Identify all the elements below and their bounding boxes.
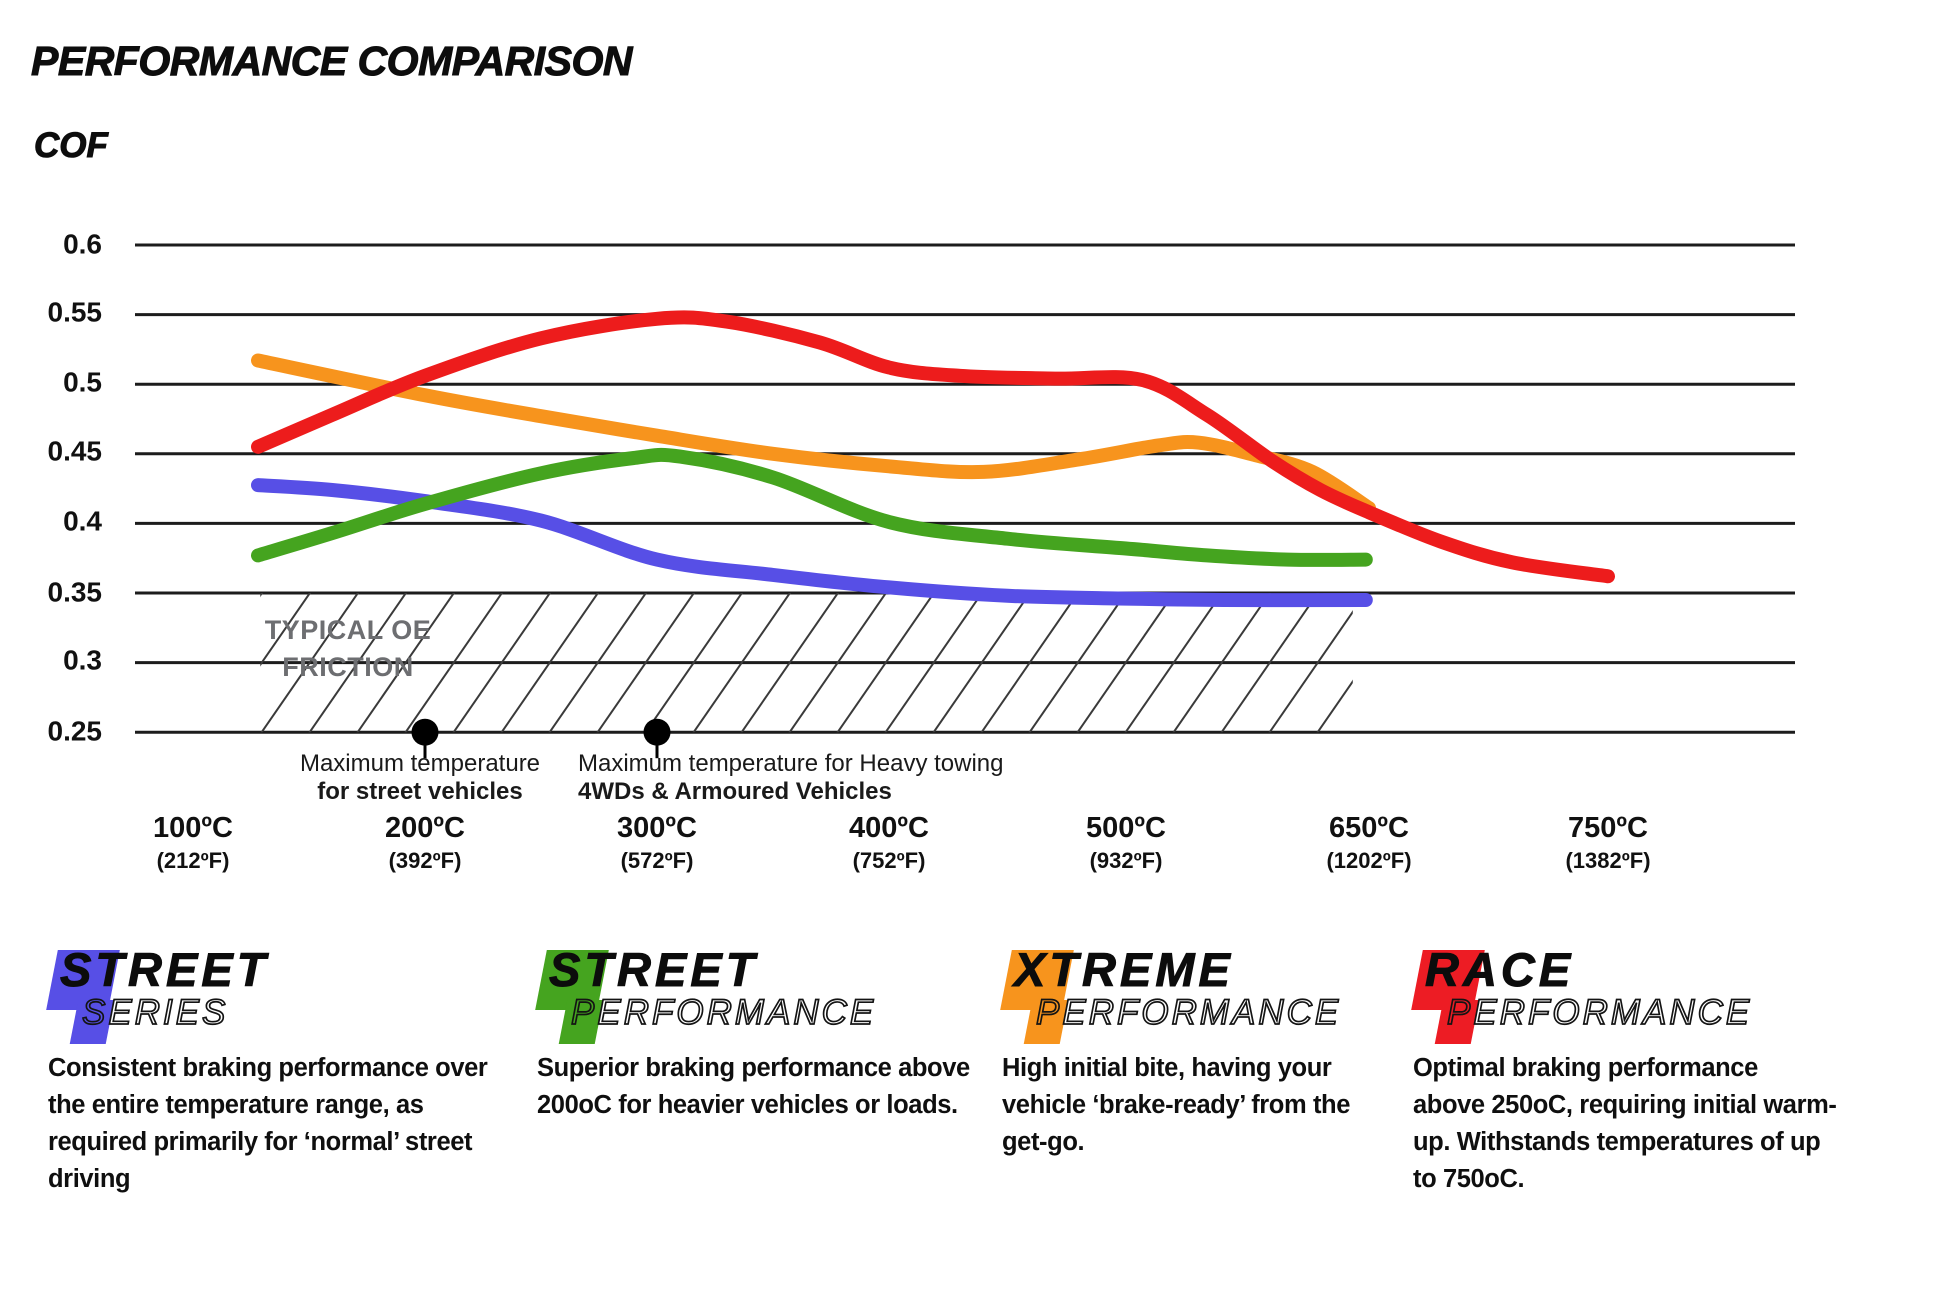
annotation-line: 4WDs & Armoured Vehicles [578,778,892,805]
page-title: PERFORMANCE COMPARISON [31,38,633,85]
x-tick-fahrenheit: (392ºF) [388,848,462,873]
annotation-line: for street vehicles [317,778,523,805]
legend-card-street-series: STREET SERIES Consistent braking perform… [46,943,518,1226]
legend-card-street-performance: STREET PERFORMANCE Superior braking perf… [535,943,1007,1226]
x-tick-fahrenheit: (932ºF) [1089,848,1163,873]
legend-title: STREET [59,943,270,997]
legend-description: High initial bite, having your vehicle ‘… [1002,1054,1350,1156]
legend-title: STREET [548,943,759,997]
x-tick-100c: 100ºC (212ºF) [153,812,233,874]
x-tick-750c: 750ºC (1382ºF) [1565,812,1650,874]
legend-subtitle: SERIES [81,992,229,1033]
y-axis-label: COF [34,126,109,166]
series-line-race-performance [251,310,1615,584]
x-tick-200c: 200ºC (392ºF) [385,812,465,874]
x-tick-300c: 300ºC (572ºF) [617,812,697,874]
y-tick-label: 0.5 [63,366,102,398]
legend-subtitle: PERFORMANCE [1035,992,1342,1033]
x-tick-celsius: 100ºC [153,812,233,844]
legend-description: Optimal braking performance above 250oC,… [1413,1054,1837,1193]
annotation-heavy-towing-max-temp: Maximum temperature for Heavy towing 4WD… [578,750,1003,806]
y-tick-label: 0.35 [47,576,103,608]
x-tick-celsius: 650ºC [1329,812,1409,844]
legend-card-xtreme-performance: XTREME PERFORMANCE High initial bite, ha… [1000,943,1472,1226]
legend-title: RACE [1424,943,1575,997]
legend-title: XTREME [1014,943,1234,997]
x-tick-fahrenheit: (752ºF) [852,848,926,873]
x-tick-celsius: 750ºC [1568,812,1648,844]
x-tick-celsius: 300ºC [617,812,697,844]
x-tick-celsius: 400ºC [849,812,929,844]
y-tick-label: 0.3 [63,644,102,676]
y-tick-label: 0.25 [47,715,103,747]
x-tick-fahrenheit: (1382ºF) [1565,848,1651,873]
x-tick-400c: 400ºC (752ºF) [849,812,929,874]
x-tick-fahrenheit: (212ºF) [156,848,230,873]
series-line-street-performance [251,447,1373,567]
y-tick-label: 0.55 [47,296,103,328]
x-tick-500c: 500ºC (932ºF) [1086,812,1166,874]
annotation-street-max-temp: Maximum temperature for street vehicles [300,750,540,806]
x-tick-celsius: 500ºC [1086,812,1166,844]
x-tick-fahrenheit: (572ºF) [620,848,694,873]
legend-description: Consistent braking performance over the … [48,1054,488,1193]
annotation-line: Maximum temperature [299,750,541,777]
legend-subtitle: PERFORMANCE [570,992,877,1033]
series-line-xtreme-performance [251,353,1376,516]
y-tick-label: 0.4 [63,505,102,537]
y-tick-label: 0.45 [47,435,103,467]
annotation-line: Maximum temperature for Heavy towing [578,750,1004,777]
x-tick-celsius: 200ºC [385,812,465,844]
annotation-dot [643,718,671,746]
legend-card-race-performance: RACE PERFORMANCE Optimal braking perform… [1411,943,1883,1226]
annotation-dot [411,718,439,746]
oe-friction-band-label: TYPICAL OE FRICTION [264,615,432,682]
x-tick-650c: 650ºC (1202ºF) [1326,812,1411,874]
x-tick-fahrenheit: (1202ºF) [1326,848,1412,873]
y-tick-label: 0.6 [63,228,102,260]
oe-hatch-region [260,593,1353,733]
legend-subtitle: PERFORMANCE [1446,992,1753,1033]
legend-description: Superior braking performance above 200oC… [537,1054,970,1119]
